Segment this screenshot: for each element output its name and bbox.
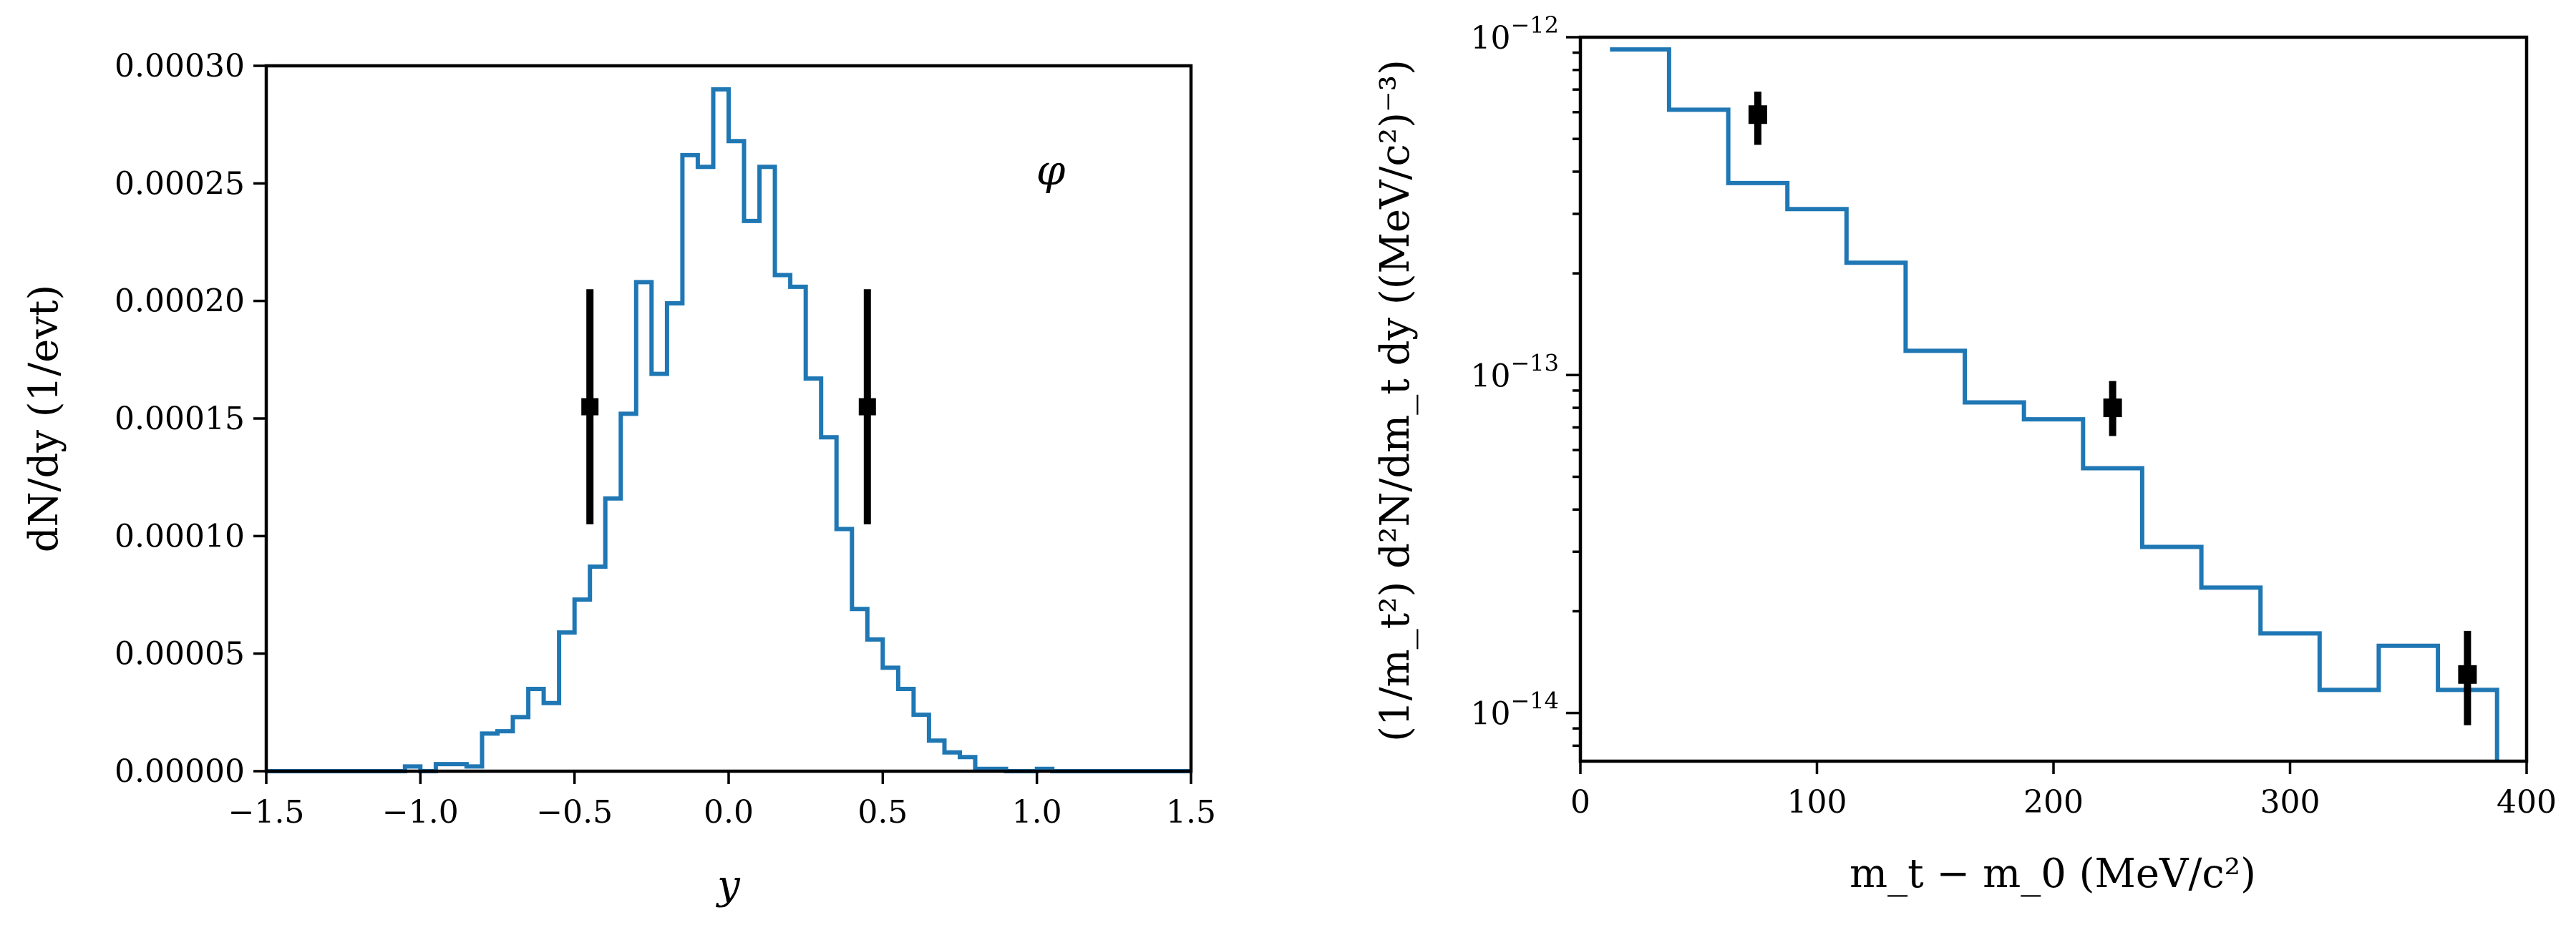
left-x-ticks: −1.5 −1.0 −0.5 0.0 0.5 1.0 1.5 (228, 771, 1216, 831)
right-x-tick-label: 400 (2497, 784, 2557, 821)
right-point-marker (2458, 665, 2477, 684)
right-y-ticks: 10−14 10−13 10−12 (1470, 11, 1580, 748)
left-data-points-layer (581, 289, 876, 524)
right-data-point (2103, 381, 2122, 436)
right-plot-frame (1578, 35, 2529, 763)
left-y-tick-label: 0.00010 (115, 518, 245, 554)
left-x-tick-label: −0.5 (536, 794, 613, 831)
left-histogram-step-line (266, 87, 1191, 773)
right-panel: 0 100 200 300 400 10−14 10−13 10−12 m_t − m_0 … (1372, 11, 2557, 897)
left-y-tick-label: 0.00005 (115, 636, 245, 672)
left-y-ticks: 0.00000 0.00005 0.00010 0.00015 0.00020 0.000… (115, 48, 266, 790)
left-y-tick-label: 0.00000 (115, 753, 245, 790)
left-point-marker (858, 398, 876, 416)
right-y-axis-label: (1/m_t²) d²N/dm_t dy ((MeV/c²)⁻³) (1372, 59, 1419, 742)
particle-annotation: φ (1036, 146, 1066, 195)
left-y-tick-label: 0.00015 (115, 401, 245, 437)
left-histogram-layer (266, 87, 1191, 773)
right-point-marker (2103, 398, 2122, 418)
right-y-tick-label: 10−13 (1470, 349, 1559, 394)
left-x-tick-label: 0.0 (704, 794, 754, 831)
right-x-ticks: 0 100 200 300 400 (1570, 761, 2557, 821)
left-data-point (581, 289, 599, 524)
left-x-tick-label: −1.5 (228, 794, 305, 831)
left-x-tick-label: −1.0 (382, 794, 459, 831)
right-x-tick-label: 100 (1787, 784, 1847, 821)
left-y-tick-label: 0.00025 (115, 165, 245, 202)
right-point-marker (1748, 105, 1767, 124)
right-data-points-layer (1748, 92, 2477, 725)
left-x-tick-label: 0.5 (857, 794, 908, 831)
right-histogram-layer (1610, 47, 2499, 761)
left-x-axis-label: y (715, 862, 741, 909)
right-x-tick-label: 200 (2023, 784, 2084, 821)
right-x-axis-label: m_t − m_0 (MeV/c²) (1850, 851, 2256, 897)
right-x-tick-label: 300 (2260, 784, 2320, 821)
left-point-marker (581, 398, 599, 416)
left-y-axis-label: dN/dy (1/evt) (21, 285, 67, 552)
left-panel: −1.5 −1.0 −0.5 0.0 0.5 1.0 1.5 0.000000.000050… (21, 48, 1216, 909)
right-y-tick-label: 10−12 (1470, 11, 1559, 57)
right-y-tick-label: 10−14 (1470, 687, 1559, 733)
right-x-tick-label: 0 (1570, 784, 1590, 821)
left-y-tick-label: 0.00030 (115, 48, 245, 84)
right-data-point (1748, 92, 1767, 145)
right-histogram-step-line (1610, 47, 2499, 761)
right-data-point (2458, 630, 2477, 725)
left-data-point (858, 289, 876, 524)
left-x-tick-label: 1.0 (1012, 794, 1062, 831)
left-x-tick-label: 1.5 (1166, 794, 1216, 831)
left-y-tick-label: 0.00020 (115, 283, 245, 320)
